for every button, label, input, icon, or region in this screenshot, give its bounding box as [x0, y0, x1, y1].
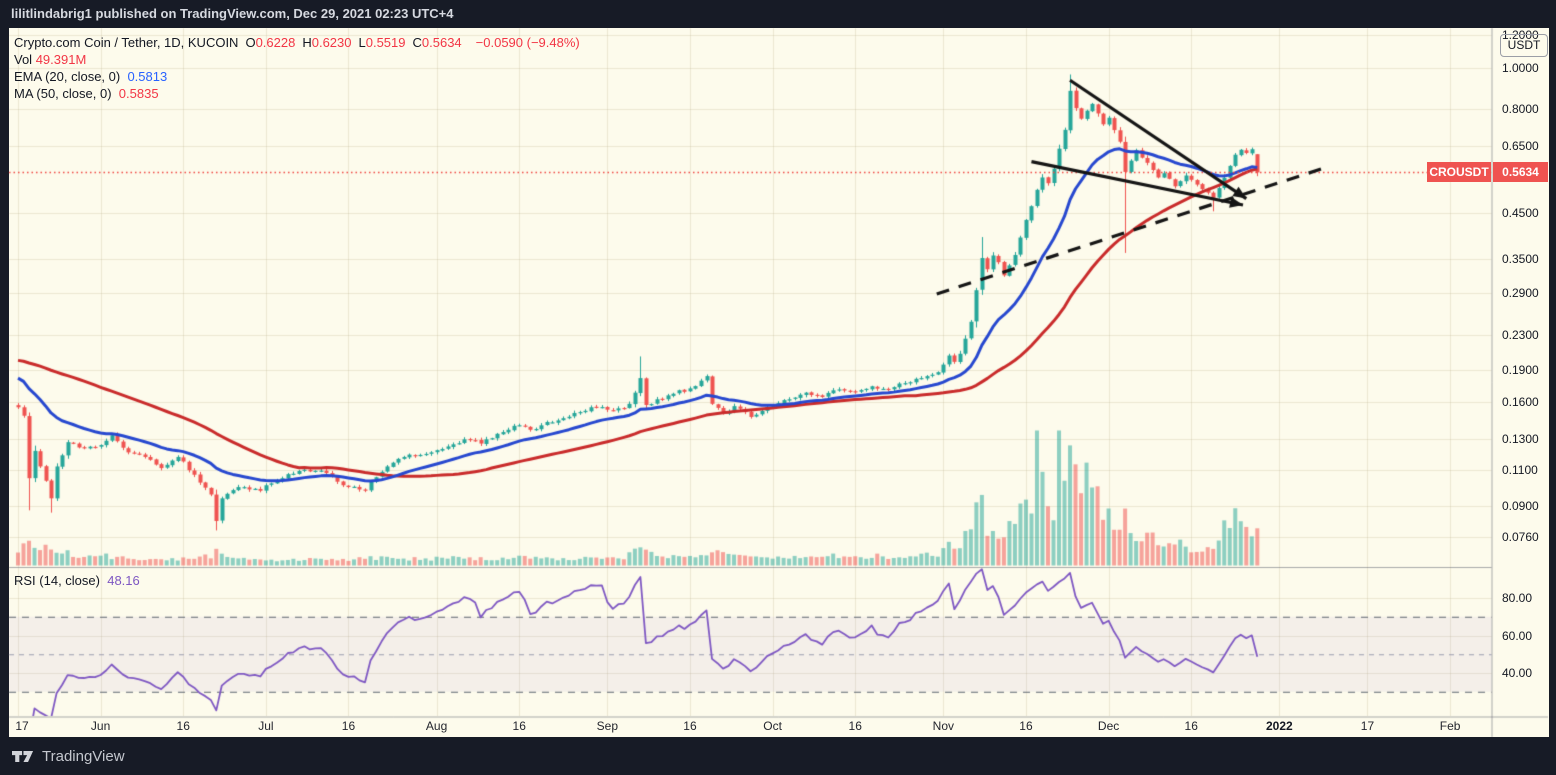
tradingview-logo-icon [12, 750, 34, 762]
footer-bar: TradingView [0, 737, 1556, 775]
brand-name: TradingView [42, 747, 125, 765]
